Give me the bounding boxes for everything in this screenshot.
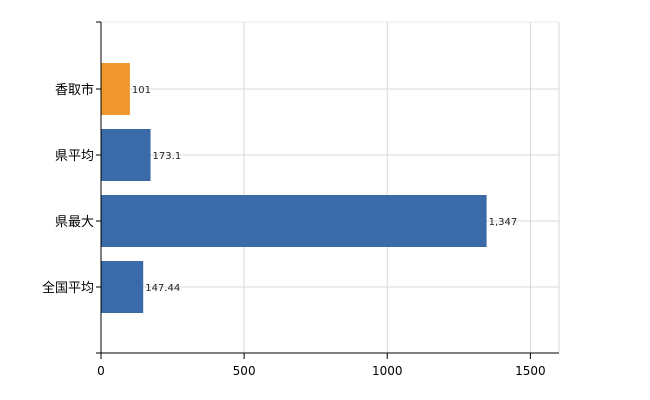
bar — [101, 195, 487, 247]
x-tick-label: 0 — [97, 364, 105, 378]
x-tick-label: 1500 — [515, 364, 546, 378]
category-label: 県最大 — [55, 215, 94, 230]
bar — [101, 63, 130, 115]
x-tick-label: 500 — [233, 364, 256, 378]
category-label: 県平均 — [55, 149, 94, 164]
data-label: 101 — [132, 85, 151, 96]
data-label: 147.44 — [145, 283, 180, 294]
category-label: 全国平均 — [42, 280, 94, 296]
x-tick-label: 1000 — [372, 364, 403, 378]
bar — [101, 129, 151, 181]
data-label: 173.1 — [153, 151, 182, 162]
category-label: 香取市 — [55, 82, 94, 98]
grid-lines — [101, 21, 560, 353]
data-label: 1,347 — [489, 217, 518, 228]
bars — [101, 63, 487, 313]
bar — [101, 261, 144, 313]
axes — [96, 21, 559, 359]
